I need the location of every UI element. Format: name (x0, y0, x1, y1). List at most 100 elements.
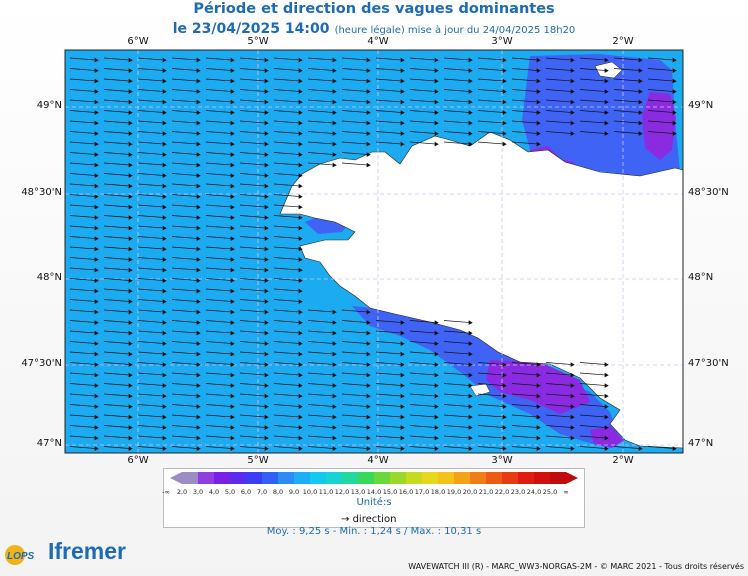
direction-arrow (579, 110, 609, 115)
direction-arrow (137, 414, 167, 420)
right-tick-label: 48°30'N (688, 187, 729, 198)
direction-arrow (375, 78, 405, 84)
right-tick-label: 47°30'N (688, 358, 729, 369)
color-scale-label: 2,0 (176, 488, 188, 496)
direction-arrow (205, 341, 235, 346)
color-scale-segment (214, 472, 230, 484)
color-scale-label: 24,0 (526, 488, 542, 496)
left-tick-label: 49°N (36, 100, 62, 111)
color-scale-label: 19,0 (446, 488, 462, 496)
direction-arrow (375, 89, 405, 94)
direction-arrow (171, 393, 201, 399)
purple-zone-mont-st-michel (642, 92, 676, 160)
direction-arrow (205, 89, 235, 94)
direction-arrow (307, 446, 337, 451)
direction-arrow (511, 435, 541, 441)
direction-arrow (205, 299, 235, 304)
direction-arrow (579, 404, 609, 409)
direction-arrow (69, 152, 99, 157)
color-scale-label: 10,0 (302, 488, 318, 496)
top-tick-label: 2°W (612, 36, 634, 47)
color-scale-segment (310, 472, 326, 484)
direction-arrow (239, 162, 269, 168)
direction-arrow (443, 351, 473, 357)
direction-arrow (69, 278, 99, 283)
direction-arrow (239, 110, 269, 115)
direction-arrow (239, 99, 269, 105)
direction-arrow (477, 57, 507, 63)
bottom-tick-label: 5°W (247, 455, 269, 466)
direction-arrow (307, 330, 337, 336)
color-scale-segment (518, 472, 534, 484)
direction-arrow (273, 89, 303, 94)
direction-arrow (511, 372, 541, 378)
direction-arrow (273, 78, 303, 84)
direction-arrow (443, 425, 473, 430)
direction-arrow (103, 57, 133, 63)
direction-arrow (69, 393, 99, 399)
direction-arrow (409, 341, 439, 346)
direction-arrow (647, 78, 677, 84)
direction-arrow (375, 383, 405, 388)
direction-arrow (239, 299, 269, 304)
direction-arrow (375, 99, 405, 105)
direction-arrow (341, 383, 371, 388)
plot-frame (64, 49, 684, 454)
direction-arrow (307, 425, 337, 430)
direction-arrow (545, 383, 575, 388)
color-scale-label: 25,0 (542, 488, 558, 496)
direction-arrow (375, 393, 405, 399)
direction-arrow (205, 162, 235, 168)
direction-arrow (341, 162, 371, 168)
direction-arrow (443, 341, 473, 346)
ifremer-logo: Ifremer (48, 538, 126, 564)
direction-arrow (409, 351, 439, 357)
direction-arrow (69, 425, 99, 430)
direction-arrow (307, 89, 337, 94)
direction-arrow (579, 131, 609, 136)
color-scale-segment (246, 472, 262, 484)
direction-arrow (273, 57, 303, 63)
direction-arrow (511, 425, 541, 430)
direction-arrow (375, 330, 405, 336)
color-scale-segment (470, 472, 486, 484)
direction-arrow (511, 362, 541, 367)
direction-arrow (171, 299, 201, 304)
direction-arrow (477, 131, 507, 136)
direction-arrow (137, 120, 167, 126)
direction-arrow (409, 131, 439, 136)
direction-arrow (307, 341, 337, 346)
direction-arrow (239, 194, 269, 199)
color-scale-segment (550, 472, 566, 484)
direction-arrow (239, 141, 269, 147)
direction-arrow (273, 68, 303, 73)
direction-arrow (171, 278, 201, 283)
direction-arrow (103, 173, 133, 178)
direction-arrow (443, 362, 473, 367)
direction-arrow (647, 57, 677, 63)
direction-arrow (239, 257, 269, 262)
direction-arrow (205, 131, 235, 136)
direction-arrow (205, 446, 235, 451)
color-scale-label: 8,0 (272, 488, 284, 496)
direction-arrow (409, 330, 439, 336)
direction-arrow (545, 68, 575, 73)
direction-arrow (409, 404, 439, 409)
color-scale-label: 23,0 (510, 488, 526, 496)
direction-arrow (239, 225, 269, 231)
direction-arrow (307, 141, 337, 147)
direction-arrow (137, 110, 167, 115)
direction-arrow (341, 404, 371, 409)
direction-arrow (647, 131, 677, 136)
direction-arrow (103, 162, 133, 168)
direction-arrow (171, 446, 201, 451)
direction-arrow (409, 425, 439, 430)
direction-arrow (103, 246, 133, 252)
direction-arrows (69, 57, 677, 451)
color-scale-label: 17,0 (414, 488, 430, 496)
direction-arrow (545, 57, 575, 63)
direction-arrow (443, 68, 473, 73)
direction-arrow (545, 120, 575, 126)
direction-arrow (545, 78, 575, 84)
direction-arrow (239, 362, 269, 367)
